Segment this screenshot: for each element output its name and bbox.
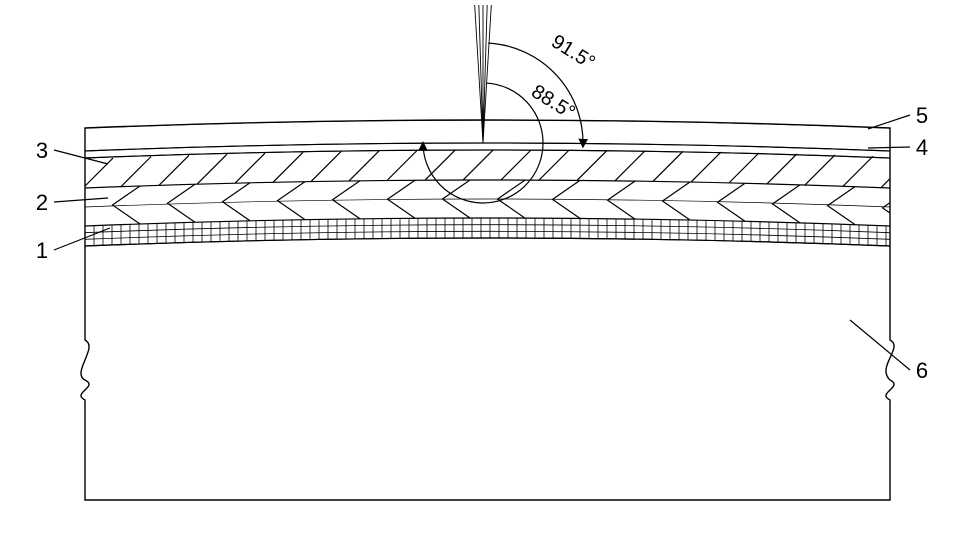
callout-number: 4	[916, 135, 928, 160]
callout-number: 6	[916, 358, 928, 383]
callout-number: 5	[916, 103, 928, 128]
angle-label: 88.5°	[527, 81, 578, 125]
body-outline	[81, 120, 894, 500]
angle-arcs: 91.5° 88.5°	[423, 31, 599, 203]
diagram-canvas: 91.5° 88.5° 1 2 3 4 5 6	[0, 0, 966, 535]
callout-number: 1	[36, 238, 48, 263]
layer3-hatch	[45, 150, 949, 190]
angle-label: 91.5°	[547, 31, 598, 75]
layer-stack	[45, 120, 949, 246]
callout-number: 2	[36, 190, 48, 215]
needle	[475, 5, 492, 143]
callout-number: 3	[36, 138, 48, 163]
